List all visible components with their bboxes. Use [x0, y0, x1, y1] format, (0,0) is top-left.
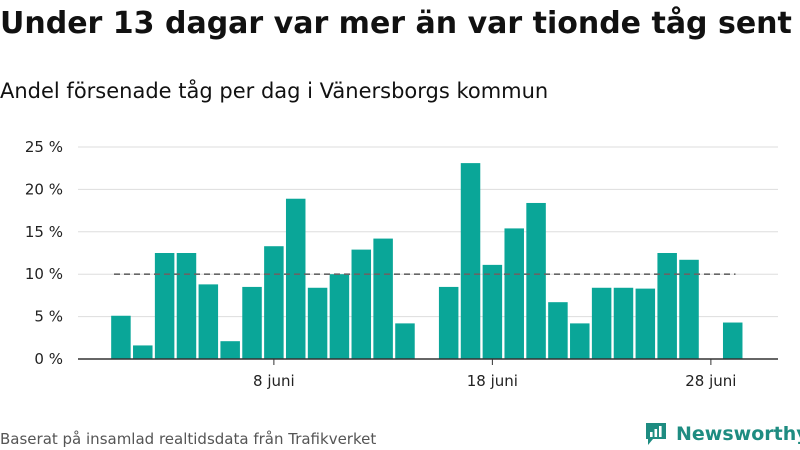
- bar: [504, 228, 524, 359]
- bar: [613, 287, 634, 359]
- bar: [438, 286, 459, 359]
- brand-name: Newsworthy: [676, 423, 800, 445]
- source-note: Baserat på insamlad realtidsdata från Tr…: [0, 430, 377, 448]
- bar: [679, 259, 699, 359]
- bar: [548, 302, 568, 359]
- x-tick-label: 8 juni: [253, 372, 295, 390]
- bar: [176, 253, 197, 359]
- brand-logo: Newsworthy: [644, 420, 800, 448]
- y-tick-label: 0 %: [34, 350, 63, 368]
- y-tick-label: 20 %: [25, 180, 63, 198]
- bar: [307, 287, 328, 359]
- x-tick-label: 28 juni: [685, 372, 736, 390]
- bar: [482, 264, 503, 359]
- y-tick-label: 15 %: [25, 223, 63, 241]
- y-tick-label: 5 %: [34, 308, 63, 326]
- bar-chart: 0 % 5 % 10 % 15 % 20 % 25 % 8 juni 18 juni 28 ju…: [25, 138, 778, 390]
- bar: [591, 287, 612, 359]
- bar: [657, 253, 677, 359]
- bar: [111, 315, 131, 359]
- y-tick-label: 25 %: [25, 138, 63, 156]
- newsworthy-logo-icon: [646, 423, 666, 445]
- bar: [722, 322, 743, 359]
- bar: [264, 246, 284, 359]
- bar: [329, 274, 350, 359]
- x-tick-label: 18 juni: [467, 372, 518, 390]
- bar: [242, 286, 262, 359]
- bar: [460, 163, 481, 359]
- bar: [373, 238, 393, 359]
- bar: [570, 323, 590, 359]
- bar: [395, 323, 415, 359]
- bar: [285, 198, 306, 359]
- y-tick-label: 10 %: [25, 265, 63, 283]
- chart-title: Under 13 dagar var mer än var tionde tåg…: [0, 6, 792, 41]
- bar: [635, 288, 656, 359]
- bar: [351, 249, 372, 359]
- chart-subtitle: Andel försenade tåg per dag i Vänersborg…: [0, 79, 549, 103]
- bar: [133, 345, 153, 359]
- bar: [220, 341, 240, 359]
- bar: [198, 284, 219, 359]
- bar: [154, 253, 175, 359]
- bar: [526, 202, 546, 359]
